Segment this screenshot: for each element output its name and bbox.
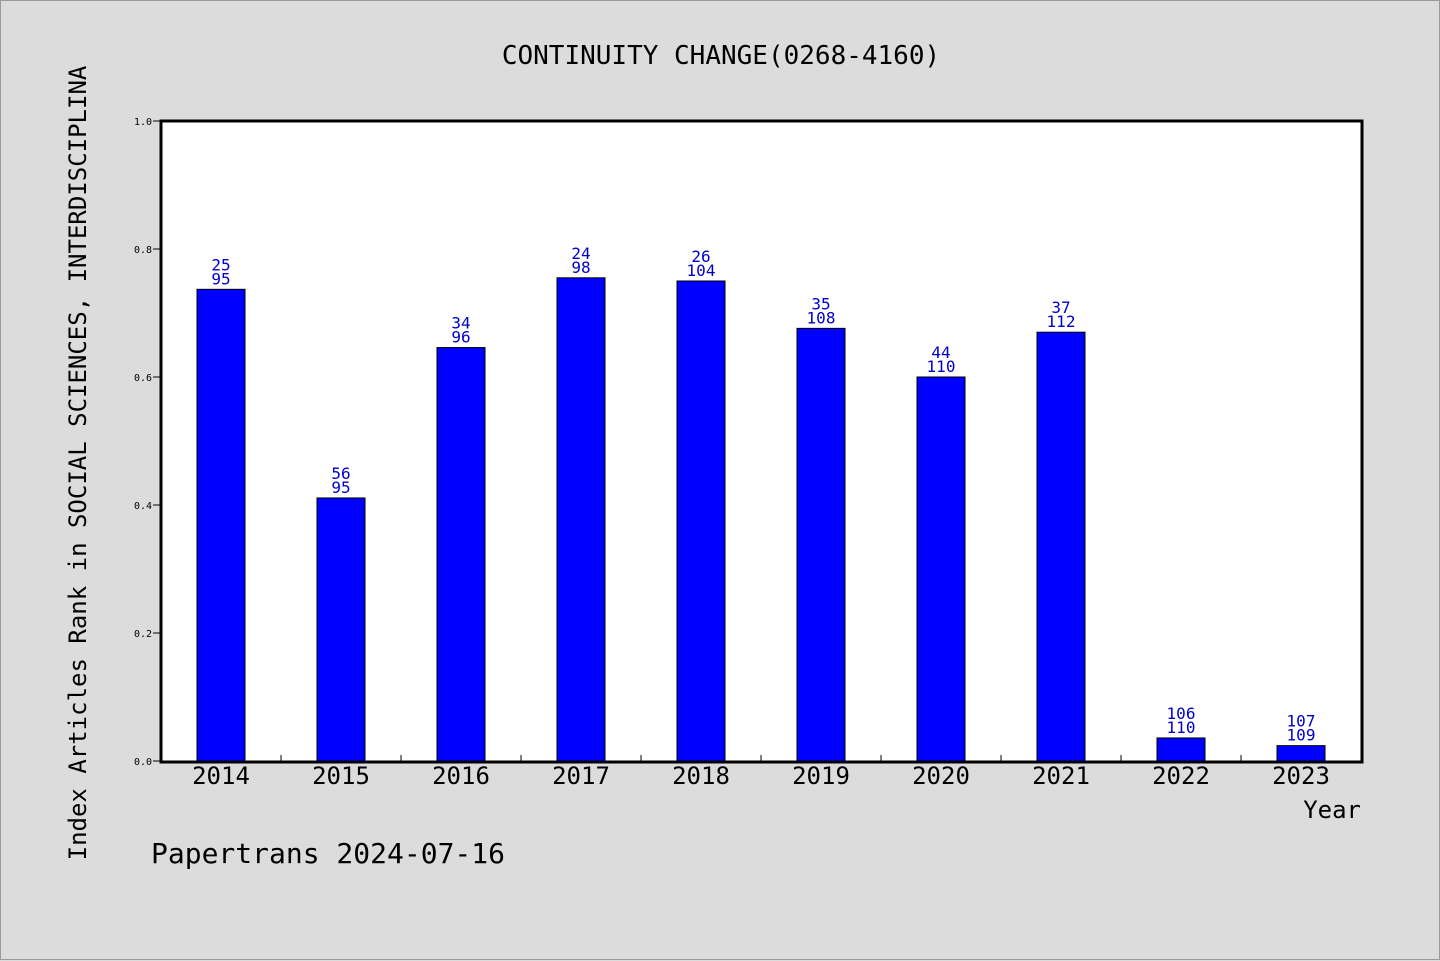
- x-tick-label: 2020: [912, 762, 970, 790]
- bar-2016: [436, 347, 486, 762]
- x-tick-label: 2017: [552, 762, 610, 790]
- bar-2017: [556, 277, 606, 762]
- bar-label-rank: 24: [571, 244, 590, 263]
- bar-label-total: 109: [1287, 726, 1316, 745]
- bar-label-total: 96: [451, 328, 470, 347]
- y-tick-label: 0.6: [134, 373, 152, 384]
- bar-2018: [676, 280, 726, 762]
- bar-label-rank: 37: [1051, 298, 1070, 317]
- bar-label-total: 98: [571, 258, 590, 277]
- bar-label-rank: 34: [451, 314, 470, 333]
- bar-label-rank: 25: [211, 255, 230, 274]
- bar-2019: [796, 327, 846, 762]
- bar-2022: [1156, 737, 1206, 762]
- x-tick-label: 2021: [1032, 762, 1090, 790]
- bar-label-rank: 107: [1287, 712, 1316, 731]
- y-tick-label: 1.0: [134, 117, 152, 128]
- bar-label-rank: 56: [331, 464, 350, 483]
- x-tick-label: 2016: [432, 762, 490, 790]
- x-tick-label: 2015: [312, 762, 370, 790]
- bar-label-total: 112: [1047, 312, 1076, 331]
- x-tick-label: 2019: [792, 762, 850, 790]
- x-axis-label: Year: [1303, 796, 1361, 824]
- bar-label-total: 110: [927, 357, 956, 376]
- bar-label-total: 95: [211, 269, 230, 288]
- footer-watermark: Papertrans 2024-07-16: [151, 837, 505, 870]
- bar-label-rank: 26: [691, 247, 710, 266]
- bar-2020: [916, 376, 966, 762]
- x-tick-label: 2018: [672, 762, 730, 790]
- bar-2014: [196, 288, 246, 762]
- y-tick-label: 0.2: [134, 629, 152, 640]
- bar-label-total: 104: [687, 261, 716, 280]
- y-axis-ticks: 0.0 0.2 0.4 0.6 0.8 1.0: [134, 117, 161, 768]
- bar-label-rank: 106: [1167, 704, 1196, 723]
- bar-2015: [316, 497, 366, 762]
- plot-border: [159, 119, 1364, 764]
- bar-label-rank: 35: [811, 294, 830, 313]
- x-axis-ticks: 2014 2015 2016 2017 2018 2019 2020 2021 2022 2023: [192, 755, 1330, 790]
- bar-labels-group: 2595569534962498261043510844110371121061…: [211, 244, 1315, 745]
- x-tick-label: 2023: [1272, 762, 1330, 790]
- bar-label-total: 108: [807, 308, 836, 327]
- y-tick-label: 0.8: [134, 245, 152, 256]
- bar-2023: [1276, 745, 1326, 762]
- y-tick-label: 0.4: [134, 501, 152, 512]
- chart-title: CONTINUITY CHANGE(0268-4160): [502, 41, 940, 71]
- bar-2021: [1036, 331, 1086, 762]
- y-tick-label: 0.0: [134, 757, 152, 768]
- bars-group: [196, 277, 1326, 762]
- bar-label-total: 95: [331, 478, 350, 497]
- x-tick-label: 2022: [1152, 762, 1210, 790]
- bar-label-rank: 44: [931, 343, 950, 362]
- x-tick-label: 2014: [192, 762, 250, 790]
- bar-label-total: 110: [1167, 718, 1196, 737]
- y-axis-label: Index Articles Rank in SOCIAL SCIENCES, …: [64, 65, 92, 860]
